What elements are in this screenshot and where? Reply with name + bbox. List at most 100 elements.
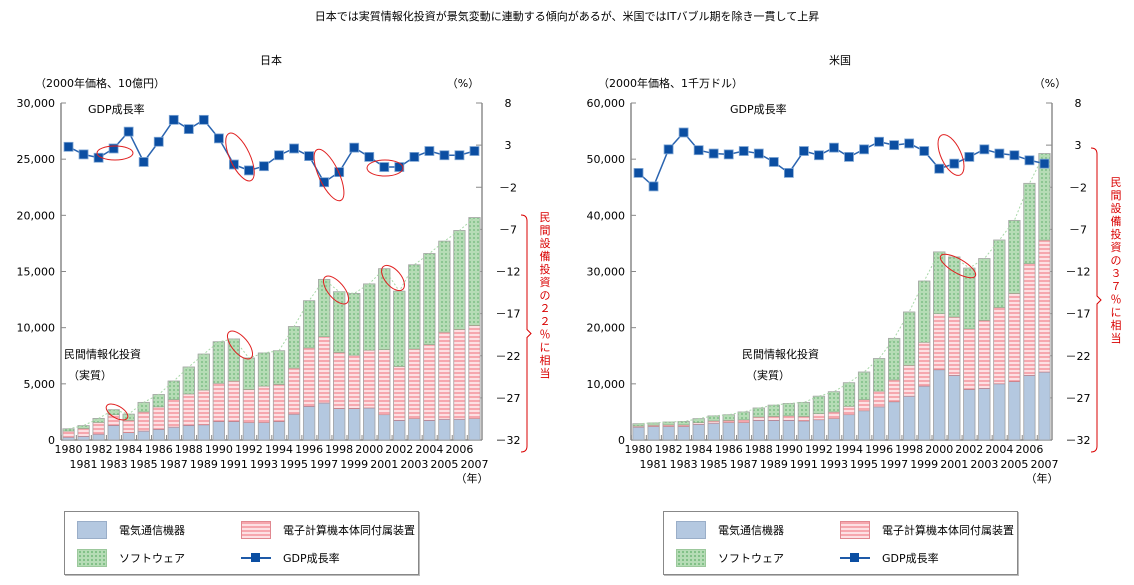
left-tick-label: 0 xyxy=(48,434,55,447)
legend-label: GDP成長率 xyxy=(882,552,939,565)
gdp-marker xyxy=(168,114,179,125)
bar-computer xyxy=(903,364,916,397)
gdp-marker xyxy=(814,150,824,161)
bar-computer xyxy=(107,414,120,426)
gdp-marker xyxy=(919,146,930,156)
gdp-marker xyxy=(738,146,749,156)
left-tick-label: 10,000 xyxy=(587,378,626,391)
bar-computer xyxy=(1038,239,1051,373)
bar-outline xyxy=(408,264,421,441)
gdp-series-label: GDP成長率 xyxy=(730,102,787,116)
bracket-note-char: 設 xyxy=(540,236,551,250)
bar-software xyxy=(873,358,886,392)
right-tick-label: 8 xyxy=(505,97,512,110)
panel-title: 日本 xyxy=(260,53,282,67)
bar-outline xyxy=(857,371,871,441)
bar-software xyxy=(92,418,105,423)
bar-telecom xyxy=(303,405,316,441)
bar-outline xyxy=(707,415,720,441)
highlight-ellipse xyxy=(381,264,405,292)
x-tick-label: 1985 xyxy=(130,458,158,471)
right-tick-label: －7 xyxy=(1069,223,1087,236)
x-tick-label: 1992 xyxy=(235,443,263,456)
bar-computer xyxy=(152,406,165,430)
bar-telecom xyxy=(1038,371,1051,441)
bar-telecom xyxy=(677,426,690,441)
gdp-marker xyxy=(783,168,794,178)
bar-outline xyxy=(993,239,1006,441)
bar-outline xyxy=(903,311,916,441)
bar-software xyxy=(137,402,150,413)
left-tick-label: 10,000 xyxy=(17,322,56,335)
bar-computer xyxy=(348,354,361,409)
bar-telecom xyxy=(182,425,195,441)
gdp-marker xyxy=(78,149,89,160)
bracket-icon xyxy=(1090,147,1102,453)
bar-telecom xyxy=(122,432,135,441)
highlight-ellipse xyxy=(939,253,977,279)
legend-item-computer: 電子計算機本体同付属装置 xyxy=(840,521,1014,539)
bracket-note-char: 相 xyxy=(1111,319,1122,332)
bar-computer xyxy=(918,341,931,387)
gdp-marker xyxy=(904,138,915,149)
bar-telecom xyxy=(288,413,301,441)
bracket-note-char: の xyxy=(1111,254,1122,267)
bar-telecom xyxy=(257,422,270,441)
investment-series-sublabel: （実質） xyxy=(68,368,112,382)
right-axis-unit: （%） xyxy=(447,77,479,90)
legend-label: ソフトウェア xyxy=(119,552,185,565)
bar-telecom xyxy=(107,425,120,441)
bracket-icon xyxy=(520,214,532,453)
bar-computer xyxy=(978,320,991,389)
legend-label: 電子計算機本体同付属装置 xyxy=(882,524,1014,537)
bracket-note-char: 投 xyxy=(1111,227,1122,241)
x-tick-label: 1981 xyxy=(70,458,98,471)
right-tick-label: －17 xyxy=(496,308,521,321)
highlight-ellipse xyxy=(322,275,350,305)
bar-computer xyxy=(888,379,901,403)
left-tick-label: 15,000 xyxy=(17,266,56,279)
x-tick-label: 1987 xyxy=(160,458,188,471)
legend-item-computer: 電子計算機本体同付属装置 xyxy=(241,521,415,539)
right-tick-label: 3 xyxy=(1075,139,1082,152)
bar-computer xyxy=(767,416,780,421)
bar-telecom xyxy=(152,429,165,441)
gdp-marker xyxy=(289,143,299,154)
bracket-note-char: ２ xyxy=(540,302,551,315)
gdp-marker xyxy=(229,159,239,170)
x-tick-label: 1990 xyxy=(775,443,803,456)
bar-telecom xyxy=(273,421,286,441)
highlight-ellipse xyxy=(96,145,134,161)
bar-telecom xyxy=(948,375,961,441)
highlight-ellipse xyxy=(366,159,404,177)
bracket-note-char: に xyxy=(540,341,551,354)
gdp-marker xyxy=(678,127,689,138)
software-swatch xyxy=(77,549,107,567)
bar-computer xyxy=(408,348,421,419)
bar-computer xyxy=(873,390,886,408)
left-axis-unit: （2000年価格、1千万ドル） xyxy=(598,76,743,90)
legend-label: 電気通信機器 xyxy=(718,524,784,537)
bar-telecom xyxy=(812,419,825,441)
bar-computer xyxy=(453,329,466,420)
bar-computer xyxy=(827,411,840,419)
bracket-note-char: 設 xyxy=(1111,201,1122,215)
bar-telecom xyxy=(632,426,645,441)
x-tick-label: 1996 xyxy=(295,443,323,456)
bar-outline xyxy=(1023,182,1036,441)
bar-computer xyxy=(707,420,720,424)
x-tick-label: 1998 xyxy=(895,443,923,456)
bar-telecom xyxy=(227,421,240,441)
x-tick-label: 1997 xyxy=(310,458,338,471)
bar-telecom xyxy=(137,430,150,441)
x-tick-label: 1981 xyxy=(640,458,668,471)
x-tick-label: 1986 xyxy=(145,443,173,456)
gdp-marker xyxy=(799,146,809,156)
gdp-marker xyxy=(183,124,194,135)
gdp-marker xyxy=(844,152,854,162)
computer-swatch xyxy=(241,521,271,539)
bar-software xyxy=(782,403,795,417)
main-title: 日本では実質情報化投資が景気変動に連動する傾向があるが、米国ではITバブル期を除… xyxy=(314,10,820,23)
bar-computer xyxy=(1008,293,1021,382)
bar-computer xyxy=(993,307,1006,385)
